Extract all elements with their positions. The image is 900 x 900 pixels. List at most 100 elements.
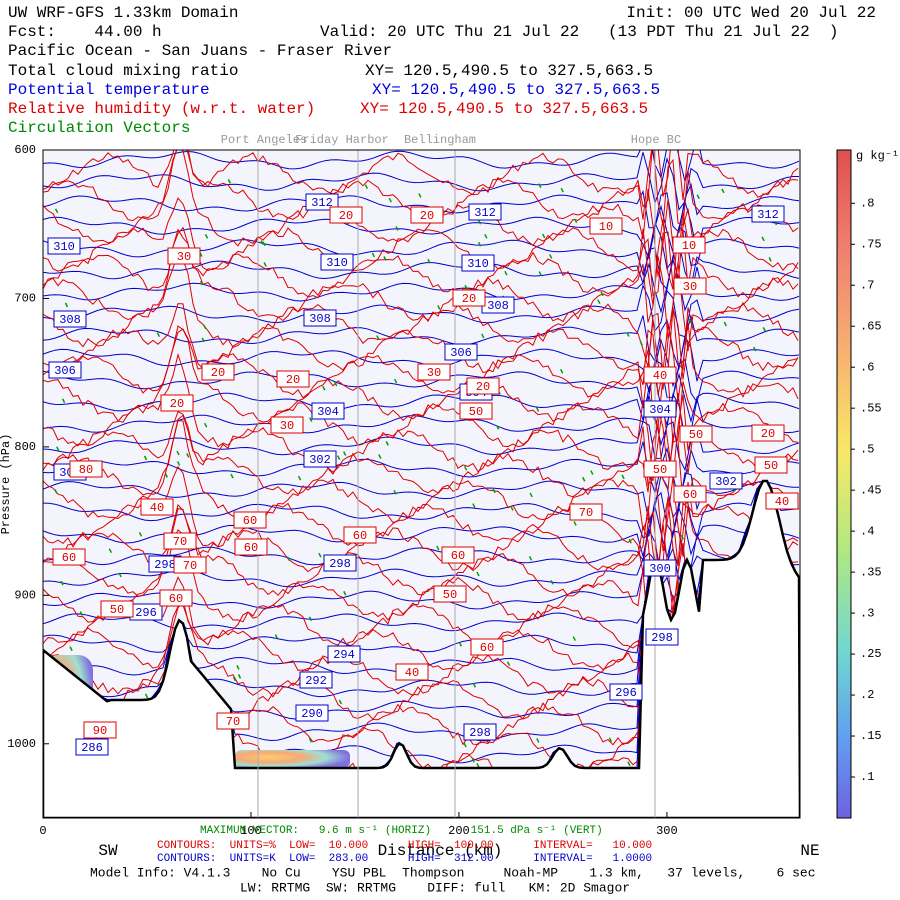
theta-label-box	[75, 738, 109, 756]
circulation-vector	[639, 340, 643, 346]
rh-label-box	[470, 638, 504, 656]
circulation-vector	[536, 738, 540, 743]
y-tick-label: 700	[14, 292, 36, 306]
colorbar-label: .3	[860, 606, 874, 620]
theta-contour	[43, 182, 800, 234]
fcst: Fcst: 44.00 h	[8, 23, 162, 41]
circulation-vector	[204, 234, 209, 239]
circulation-vector	[376, 335, 380, 340]
theta-label: 296	[615, 686, 637, 700]
theta-label-box	[444, 343, 478, 361]
circulation-vector	[227, 179, 232, 184]
plot-frame	[42, 149, 801, 819]
circulation-vector	[471, 758, 475, 763]
colorbar-label: .5	[860, 442, 874, 456]
y-tick-label: 600	[14, 143, 36, 157]
circulation-vector	[262, 241, 266, 247]
circulation-vector	[472, 682, 477, 688]
colorbar-label: .75	[860, 237, 882, 251]
rh-label-box	[100, 600, 134, 618]
rh-label-box	[673, 277, 707, 295]
circulation-vector	[476, 571, 480, 577]
rh-label: 60	[244, 541, 258, 555]
circulation-vector	[232, 676, 237, 682]
valid: Valid: 20 UTC Thu 21 Jul 22 (13 PDT Thu …	[320, 23, 838, 41]
rh-label: 40	[775, 495, 789, 509]
circulation-vector	[378, 454, 382, 459]
rh-label: 60	[62, 551, 76, 565]
rh-label: 50	[653, 463, 667, 477]
colorbar-label: .1	[860, 770, 874, 784]
circulation-vector	[144, 693, 149, 699]
circulation-vector	[506, 661, 511, 667]
colorbar-label: .45	[860, 483, 882, 497]
circulation-vector	[260, 240, 264, 245]
theta-label: 302	[715, 475, 737, 489]
circulation-vector	[334, 381, 338, 387]
location-label: Hope BC	[631, 133, 681, 147]
left-end: SW	[98, 842, 118, 860]
rh-label: 50	[764, 459, 778, 473]
rh-label-box	[233, 511, 267, 529]
circulation-vector	[61, 398, 66, 404]
circulation-vector	[560, 187, 564, 193]
circulation-vector	[458, 641, 463, 647]
circulation-vector	[590, 470, 594, 475]
theta-label: 290	[301, 707, 323, 721]
rh-label: 50	[689, 428, 703, 442]
rh-label: 10	[599, 220, 613, 234]
field-name: Relative humidity (w.r.t. water)	[8, 100, 315, 118]
circulation-vector	[54, 208, 59, 214]
rh-contour	[43, 150, 799, 208]
theta-label: 298	[154, 558, 176, 572]
rh-label: 30	[683, 280, 697, 294]
circulation-vector	[343, 590, 347, 596]
rh-label: 40	[653, 369, 667, 383]
circulation-vector	[723, 321, 728, 327]
rh-label: 30	[177, 250, 191, 264]
circulation-vector	[69, 646, 73, 652]
circulation-vector	[721, 188, 725, 194]
circulation-vector	[203, 324, 207, 330]
colorbar-label: .4	[860, 524, 874, 538]
theta-label-box	[53, 310, 87, 328]
theta-label-box	[461, 254, 495, 272]
colorbar-label: .35	[860, 565, 882, 579]
circulation-vector	[176, 461, 181, 466]
rh-contour	[43, 197, 799, 297]
circulation-vector	[60, 580, 64, 586]
rh-label: 80	[79, 463, 93, 477]
circulation-vector	[535, 407, 540, 412]
theta-label: 308	[59, 313, 81, 327]
circulation-vector	[573, 521, 577, 526]
rh-label: 50	[443, 588, 457, 602]
field-name: Circulation Vectors	[8, 119, 190, 137]
circulation-vector	[318, 552, 322, 558]
footer-model-info: Model Info: V4.1.3 No Cu YSU PBL Thompso…	[90, 865, 816, 880]
circulation-vector	[761, 236, 765, 242]
theta-label-box	[645, 628, 679, 646]
circulation-vector	[484, 233, 488, 239]
circulation-vector	[688, 318, 692, 324]
rh-label-box	[270, 416, 304, 434]
circulation-vector	[529, 492, 533, 498]
rh-label-box	[163, 532, 197, 550]
circulation-vector	[550, 579, 554, 585]
x-axis-title: Distance (km)	[378, 842, 503, 860]
circulation-vector	[762, 327, 766, 332]
circulation-vector	[538, 183, 542, 188]
rh-label: 60	[480, 641, 494, 655]
rh-label-box	[643, 460, 677, 478]
rh-label-box	[201, 363, 235, 381]
circulation-vector	[608, 737, 613, 743]
circulation-vector	[274, 634, 279, 639]
rh-label-box	[173, 556, 207, 574]
x-tick-label: 200	[448, 824, 470, 838]
rh-label: 60	[169, 592, 183, 606]
rh-label: 20	[286, 373, 300, 387]
rh-label: 20	[211, 366, 225, 380]
x-tick-label: 100	[240, 824, 262, 838]
circulation-vector	[476, 763, 480, 768]
circulation-vector	[322, 385, 326, 391]
